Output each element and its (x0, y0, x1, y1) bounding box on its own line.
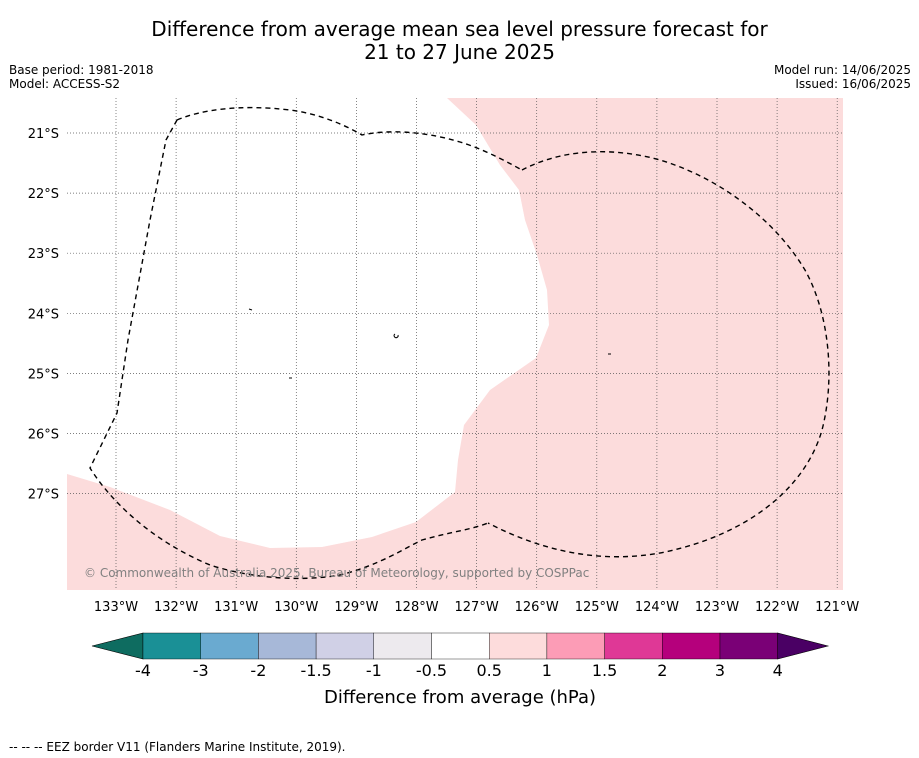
colorbar-tick-label: -4 (135, 661, 151, 680)
latitude-label: 26°S (28, 428, 59, 443)
colorbar-segment (432, 633, 490, 659)
map-figure: 133°W 132°W 131°W 130°W 129°W 128°W 127°W 126°W… (0, 0, 919, 758)
longitude-label: 124°W (635, 600, 679, 615)
colorbar-tick-label: 1 (542, 661, 552, 680)
colorbar-tick-label: -3 (193, 661, 209, 680)
latitude-label: 27°S (28, 488, 59, 503)
colorbar-segment (258, 633, 316, 659)
colorbar-segment (374, 633, 432, 659)
longitude-label: 129°W (334, 600, 378, 615)
copyright-text: © Commonwealth of Australia 2025, Bureau… (84, 566, 589, 580)
colorbar-tick-label: 2 (657, 661, 667, 680)
colorbar-label: Difference from average (hPa) (324, 687, 596, 708)
longitude-label: 127°W (455, 600, 499, 615)
latitude-label: 22°S (28, 187, 59, 202)
colorbar-tick-label: 0.5 (476, 661, 501, 680)
longitude-label: 130°W (274, 600, 318, 615)
latitude-label: 25°S (28, 367, 59, 382)
longitude-label: 126°W (515, 600, 559, 615)
colorbar-segment (720, 633, 778, 659)
colorbar-extend-high (778, 633, 828, 659)
colorbar-segment (547, 633, 605, 659)
latitude-label: 23°S (28, 247, 59, 262)
colorbar-tick-label: 1.5 (592, 661, 617, 680)
colorbar-segment (201, 633, 259, 659)
longitude-label: 122°W (755, 600, 799, 615)
longitude-label: 131°W (214, 600, 258, 615)
colorbar-extend-low (92, 633, 143, 659)
longitude-label: 133°W (94, 600, 138, 615)
colorbar-segment (662, 633, 720, 659)
latitude-label: 24°S (28, 307, 59, 322)
longitude-label: 128°W (394, 600, 438, 615)
colorbar-segment (489, 633, 547, 659)
longitude-label: 132°W (154, 600, 198, 615)
eez-legend-note: -- -- -- EEZ border V11 (Flanders Marine… (9, 740, 346, 754)
colorbar-tick-label: 3 (715, 661, 725, 680)
colorbar: -4 -3 -2 -1.5 -1 -0.5 0.5 1 1.5 2 3 4 (92, 633, 828, 680)
colorbar-segment (605, 633, 663, 659)
longitude-label: 121°W (815, 600, 859, 615)
colorbar-tick-label: 4 (773, 661, 783, 680)
colorbar-tick-label: -1 (366, 661, 382, 680)
colorbar-segment (143, 633, 201, 659)
colorbar-segment (316, 633, 374, 659)
longitude-label: 125°W (575, 600, 619, 615)
longitude-label: 123°W (695, 600, 739, 615)
colorbar-tick-label: -0.5 (416, 661, 447, 680)
colorbar-tick-label: -2 (250, 661, 266, 680)
colorbar-tick-label: -1.5 (300, 661, 331, 680)
latitude-label: 21°S (28, 127, 59, 142)
